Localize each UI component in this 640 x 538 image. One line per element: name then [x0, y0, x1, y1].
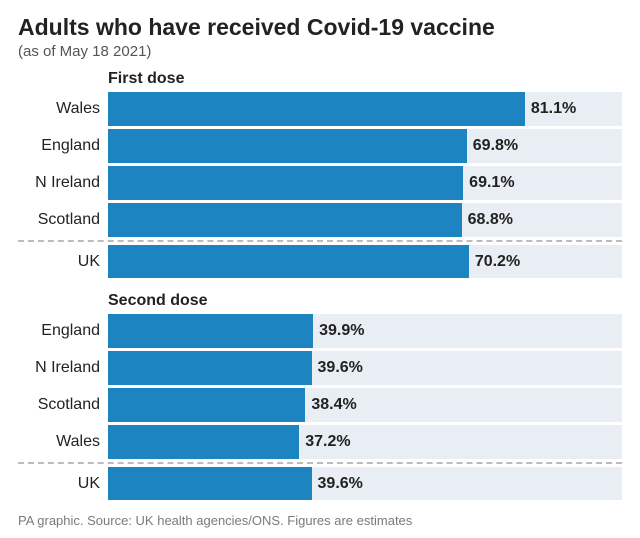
chart-section: First doseWales 81.1% England 69.8% N Irelan… [18, 70, 622, 278]
bar-track: 37.2% [108, 425, 622, 459]
bar-row-summary: UK 70.2% [18, 240, 622, 278]
bar-value: 68.8% [468, 211, 513, 229]
chart-card: Adults who have received Covid-19 vaccin… [0, 0, 640, 538]
chart-section: Second doseEngland 39.9% N Ireland 39.6% Sco… [18, 292, 622, 500]
bar-row: Wales 37.2% [18, 425, 622, 459]
bar-fill [108, 425, 299, 459]
bar-label: UK [18, 467, 108, 500]
bar-label: N Ireland [18, 166, 108, 200]
bar-track: 38.4% [108, 388, 622, 422]
section-rows: Wales 81.1% England 69.8% N Ireland 69.1% Scot… [18, 92, 622, 278]
section-rows: England 39.9% N Ireland 39.6% Scotland 38.4% W… [18, 314, 622, 500]
section-heading: Second dose [108, 292, 622, 310]
chart-subtitle: (as of May 18 2021) [18, 43, 622, 60]
bar-fill [108, 92, 525, 126]
bar-value: 69.1% [469, 174, 514, 192]
bar-row: Wales 81.1% [18, 92, 622, 126]
bar-track: 70.2% [108, 245, 622, 278]
bar-fill [108, 467, 312, 500]
chart-body: First doseWales81.1%England69.8%N Irelan… [18, 70, 622, 500]
bar-row: England 69.8% [18, 129, 622, 163]
bar-fill [108, 314, 313, 348]
bar-track: 39.6% [108, 351, 622, 385]
bar-fill [108, 245, 469, 278]
bar-fill [108, 166, 463, 200]
bar-row: N Ireland 39.6% [18, 351, 622, 385]
bar-value: 70.2% [475, 253, 520, 271]
bar-value: 69.8% [473, 137, 518, 155]
bar-value: 81.1% [531, 100, 576, 118]
bar-fill [108, 129, 467, 163]
bar-label: Wales [18, 92, 108, 126]
chart-source: PA graphic. Source: UK health agencies/O… [18, 513, 412, 528]
bar-fill [108, 351, 312, 385]
chart-title: Adults who have received Covid-19 vaccin… [18, 14, 622, 41]
bar-track: 69.8% [108, 129, 622, 163]
bar-value: 39.6% [318, 475, 363, 493]
bar-row: Scotland 38.4% [18, 388, 622, 422]
bar-label: Wales [18, 425, 108, 459]
bar-track: 39.9% [108, 314, 622, 348]
bar-value: 39.9% [319, 322, 364, 340]
bar-label: England [18, 314, 108, 348]
bar-row: England 39.9% [18, 314, 622, 348]
bar-value: 38.4% [311, 396, 356, 414]
bar-fill [108, 203, 462, 237]
bar-track: 39.6% [108, 467, 622, 500]
bar-label: Scotland [18, 203, 108, 237]
bar-label: UK [18, 245, 108, 278]
bar-fill [108, 388, 305, 422]
bar-label: Scotland [18, 388, 108, 422]
bar-row-summary: UK 39.6% [18, 462, 622, 500]
bar-row: N Ireland 69.1% [18, 166, 622, 200]
bar-label: N Ireland [18, 351, 108, 385]
bar-track: 69.1% [108, 166, 622, 200]
bar-track: 68.8% [108, 203, 622, 237]
bar-label: England [18, 129, 108, 163]
section-heading: First dose [108, 70, 622, 88]
bar-value: 37.2% [305, 433, 350, 451]
bar-value: 39.6% [318, 359, 363, 377]
bar-row: Scotland 68.8% [18, 203, 622, 237]
bar-track: 81.1% [108, 92, 622, 126]
